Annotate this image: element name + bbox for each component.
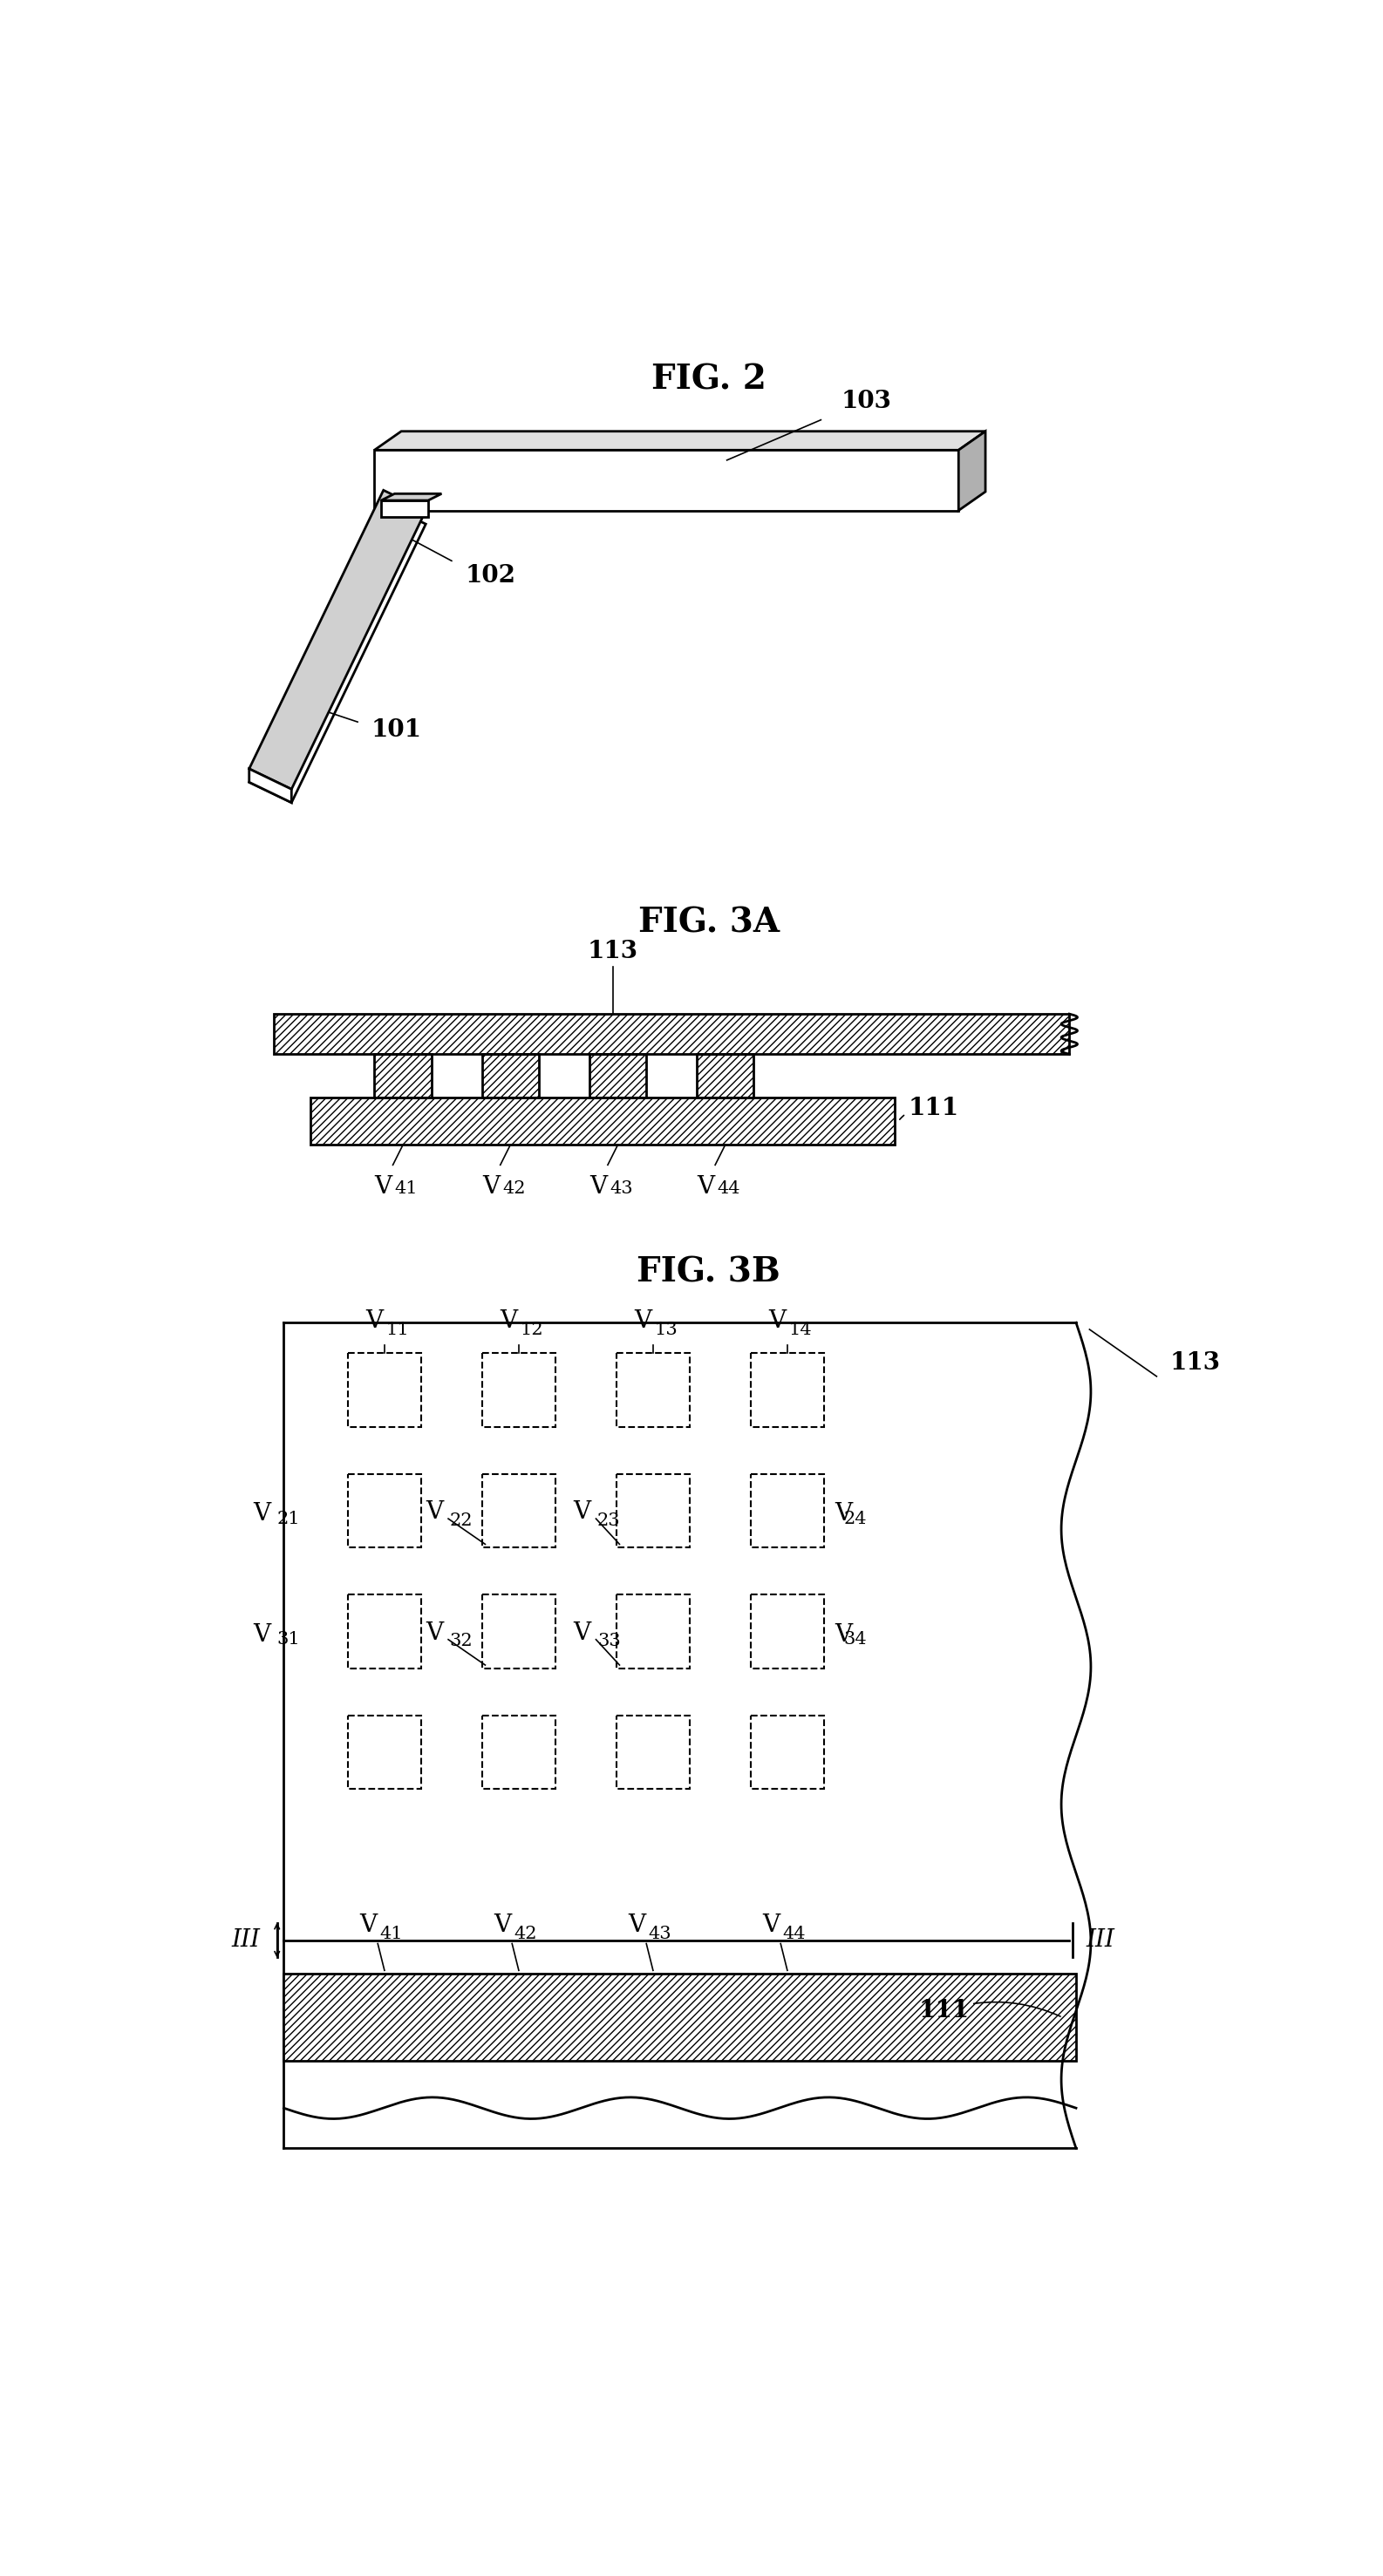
Bar <box>481 1473 556 1548</box>
Bar <box>311 1097 895 1144</box>
Bar <box>697 1054 754 1097</box>
Text: 42: 42 <box>514 1927 537 1942</box>
Bar <box>347 1352 422 1427</box>
Text: V: V <box>628 1914 646 1937</box>
Text: FIG. 3A: FIG. 3A <box>638 907 780 940</box>
Bar <box>274 1015 1069 1054</box>
Text: V: V <box>769 1309 786 1332</box>
Text: 13: 13 <box>654 1321 678 1337</box>
Bar <box>751 1716 824 1790</box>
Bar <box>751 1595 824 1669</box>
Text: V: V <box>253 1502 270 1525</box>
Text: V: V <box>426 1620 443 1646</box>
Text: V: V <box>375 1175 393 1198</box>
Text: 32: 32 <box>449 1633 473 1649</box>
Text: V: V <box>635 1309 651 1332</box>
Text: V: V <box>697 1175 715 1198</box>
Text: III: III <box>1086 1929 1115 1953</box>
Text: 103: 103 <box>841 389 892 412</box>
Text: 14: 14 <box>788 1321 812 1337</box>
Text: V: V <box>483 1175 499 1198</box>
Text: 24: 24 <box>844 1510 867 1528</box>
Text: 43: 43 <box>610 1180 633 1198</box>
Bar <box>751 1473 824 1548</box>
Bar <box>375 1054 431 1097</box>
Text: 41: 41 <box>380 1927 402 1942</box>
Bar <box>751 1352 824 1427</box>
Polygon shape <box>249 505 426 804</box>
Bar <box>481 1054 539 1097</box>
Text: FIG. 3B: FIG. 3B <box>638 1255 780 1288</box>
Text: V: V <box>834 1502 852 1525</box>
Text: 113: 113 <box>1170 1352 1221 1376</box>
Bar <box>589 1054 646 1097</box>
Text: V: V <box>573 1620 591 1646</box>
Text: III: III <box>231 1929 260 1953</box>
Text: 23: 23 <box>597 1512 621 1528</box>
Text: V: V <box>589 1175 607 1198</box>
Text: 11: 11 <box>386 1321 409 1337</box>
Text: 111: 111 <box>918 1999 1061 2022</box>
Text: V: V <box>494 1914 512 1937</box>
Text: 34: 34 <box>844 1631 867 1649</box>
Text: 44: 44 <box>783 1927 806 1942</box>
Text: 12: 12 <box>520 1321 544 1337</box>
Text: 22: 22 <box>449 1512 473 1528</box>
Bar <box>617 1352 690 1427</box>
Text: V: V <box>762 1914 780 1937</box>
Polygon shape <box>375 430 986 451</box>
Text: 41: 41 <box>396 1180 418 1198</box>
Text: V: V <box>834 1623 852 1646</box>
Text: 111: 111 <box>900 1097 958 1121</box>
Polygon shape <box>382 500 429 518</box>
Text: 113: 113 <box>588 940 638 963</box>
Bar <box>284 1973 1076 2061</box>
Bar <box>617 1473 690 1548</box>
Bar <box>274 1015 1069 1054</box>
Text: 101: 101 <box>371 719 422 742</box>
Bar <box>311 1097 895 1144</box>
Text: FIG. 2: FIG. 2 <box>651 363 766 397</box>
Text: V: V <box>360 1914 378 1937</box>
Text: 102: 102 <box>465 564 516 587</box>
Text: 31: 31 <box>277 1631 300 1649</box>
Bar <box>347 1473 422 1548</box>
Bar <box>481 1716 556 1790</box>
Polygon shape <box>958 430 986 510</box>
Polygon shape <box>249 489 426 788</box>
Bar <box>589 1054 646 1097</box>
Text: 21: 21 <box>277 1510 300 1528</box>
Polygon shape <box>375 451 958 510</box>
Text: 33: 33 <box>597 1633 621 1649</box>
Text: V: V <box>365 1309 383 1332</box>
Text: V: V <box>499 1309 517 1332</box>
Text: V: V <box>573 1502 591 1525</box>
Bar <box>375 1054 431 1097</box>
Bar <box>347 1716 422 1790</box>
Polygon shape <box>382 495 441 500</box>
Text: 44: 44 <box>718 1180 740 1198</box>
Text: V: V <box>253 1623 270 1646</box>
Polygon shape <box>249 768 292 804</box>
Bar <box>481 1054 539 1097</box>
Bar <box>481 1352 556 1427</box>
Bar <box>697 1054 754 1097</box>
Bar <box>284 1973 1076 2061</box>
Bar <box>617 1595 690 1669</box>
Text: 42: 42 <box>502 1180 526 1198</box>
Bar <box>617 1716 690 1790</box>
Text: V: V <box>426 1502 443 1525</box>
Text: 43: 43 <box>649 1927 672 1942</box>
Bar <box>481 1595 556 1669</box>
Bar <box>347 1595 422 1669</box>
